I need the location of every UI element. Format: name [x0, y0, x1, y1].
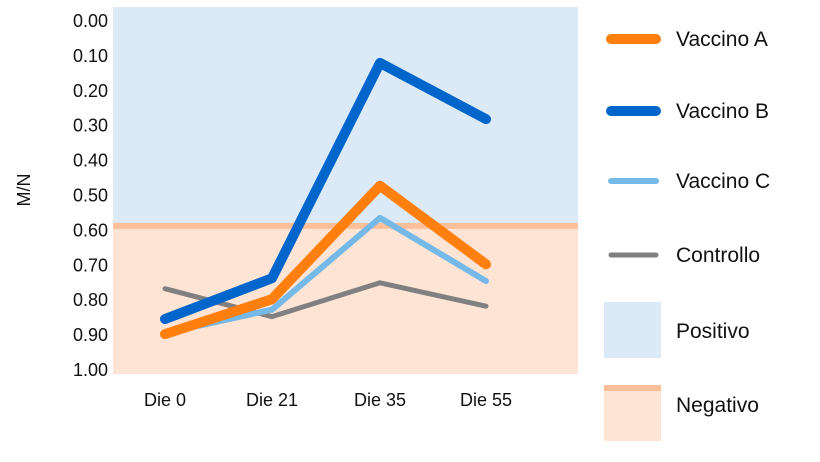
positive-region	[113, 7, 578, 226]
legend-label: Vaccino A	[676, 28, 768, 51]
legend-label: Positivo	[676, 320, 750, 343]
y-tick-label: 0.80	[73, 290, 108, 310]
legend-label: Vaccino B	[676, 100, 769, 123]
series-line-vaccino-b	[160, 57, 491, 325]
y-tick-label: 0.30	[73, 116, 108, 136]
y-tick-label: 0.00	[73, 11, 108, 31]
y-tick-label: 0.20	[73, 81, 108, 101]
x-tick-label: Die 55	[460, 390, 512, 410]
y-tick-label: 1.00	[73, 360, 108, 380]
y-tick-label: 0.90	[73, 325, 108, 345]
legend-swatch-positivo	[604, 302, 661, 358]
y-axis-label: M/N	[14, 174, 34, 207]
y-tick-label: 0.40	[73, 151, 108, 171]
y-tick-label: 0.70	[73, 255, 108, 275]
legend-label: Controllo	[676, 244, 760, 267]
series-line-vaccino-a	[160, 180, 491, 340]
legend-swatch-negativo	[604, 385, 661, 441]
x-tick-label: Die 0	[144, 390, 186, 410]
x-tick-label: Die 35	[354, 390, 406, 410]
legend-label: Vaccino C	[676, 170, 770, 193]
y-tick-label: 0.60	[73, 220, 108, 240]
y-tick-label: 0.50	[73, 186, 108, 206]
x-tick-label: Die 21	[246, 390, 298, 410]
legend-label: Negativo	[676, 394, 759, 417]
y-tick-label: 0.10	[73, 46, 108, 66]
